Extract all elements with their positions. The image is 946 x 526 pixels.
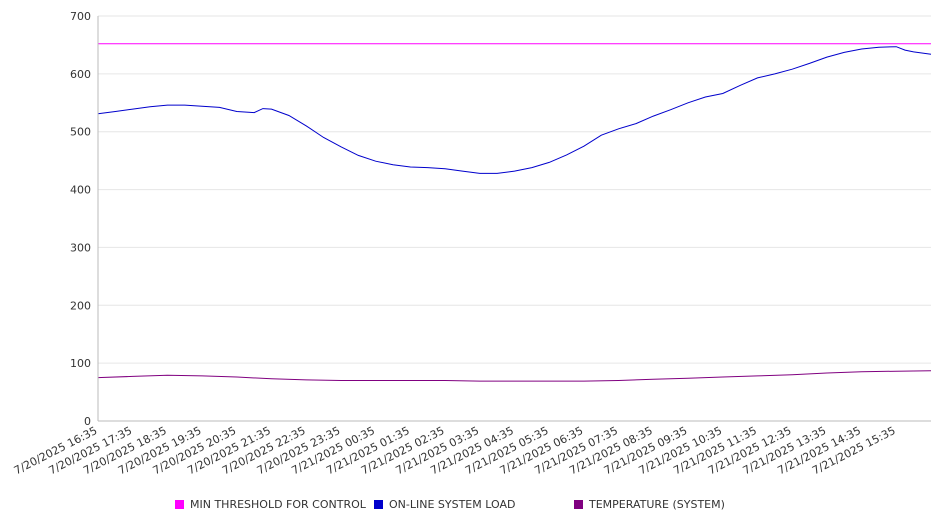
legend-item-min-threshold[interactable]: MIN THRESHOLD FOR CONTROL (175, 498, 366, 511)
legend: MIN THRESHOLD FOR CONTROL ON-LINE SYSTEM… (0, 498, 946, 514)
legend-item-system-load[interactable]: ON-LINE SYSTEM LOAD (374, 498, 515, 511)
legend-label-system-load: ON-LINE SYSTEM LOAD (389, 498, 516, 511)
legend-swatch-min-threshold (175, 500, 184, 509)
legend-swatch-system-load (374, 500, 383, 509)
y-tick-label: 200 (70, 299, 91, 312)
series-line-system-load (97, 46, 932, 174)
legend-label-min-threshold: MIN THRESHOLD FOR CONTROL (190, 498, 366, 511)
series-lines (97, 43, 932, 382)
y-tick-label: 700 (70, 10, 91, 23)
y-tick-label: 300 (70, 241, 91, 254)
legend-label-temperature: TEMPERATURE (SYSTEM) (589, 498, 725, 511)
y-axis-ticks: 0 100 200 300 400 500 600 700 (70, 10, 91, 428)
legend-item-temperature[interactable]: TEMPERATURE (SYSTEM) (574, 498, 725, 511)
legend-swatch-temperature (574, 500, 583, 509)
series-line-temperature (97, 370, 932, 382)
grid-lines (98, 15, 931, 364)
y-tick-label: 600 (70, 68, 91, 81)
y-tick-label: 500 (70, 126, 91, 139)
x-axis-ticks: 7/20/2025 16:357/20/2025 17:357/20/2025 … (12, 424, 898, 477)
y-tick-label: 0 (84, 415, 91, 428)
y-tick-label: 400 (70, 184, 91, 197)
y-tick-label: 100 (70, 357, 91, 370)
